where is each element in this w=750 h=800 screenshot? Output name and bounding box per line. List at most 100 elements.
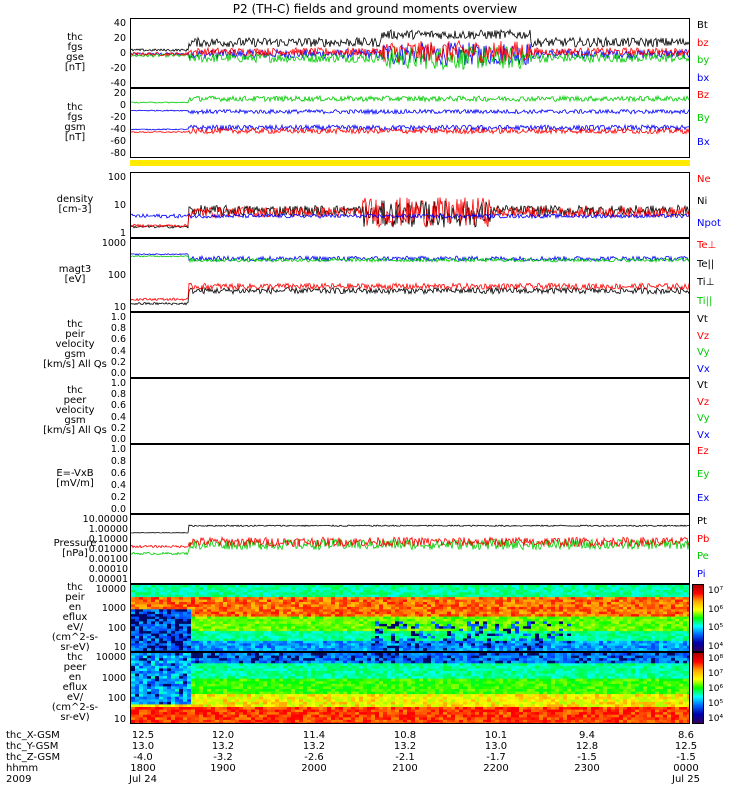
series-0000ff: [131, 123, 689, 132]
tick-label: 10.00000: [82, 514, 128, 525]
ylabel-line: peer: [63, 395, 87, 406]
x-value: 13.2: [302, 741, 326, 752]
tick-label: 10000: [95, 652, 126, 663]
legend-ne: Ne: [697, 174, 711, 185]
series-00cc00: [131, 538, 689, 556]
panel-pressure: [130, 514, 690, 584]
legend-bz: bz: [697, 37, 709, 49]
x-value: [471, 774, 521, 785]
tick-label: 0: [119, 48, 126, 59]
tick-label: 1.0: [110, 444, 126, 455]
x-value: -2.1: [395, 752, 415, 763]
x-row-label: thc_Y-GSM: [6, 741, 59, 752]
tick-label: 100: [107, 270, 126, 281]
x-value: -2.6: [304, 752, 324, 763]
x-value: 0000: [673, 763, 699, 774]
ylabel-line: fgs: [67, 112, 83, 123]
tick-label: 0.2: [110, 422, 126, 434]
tick-label: 0.01000: [88, 544, 128, 555]
series-0000ff: [131, 212, 689, 220]
ylabel-line: thc: [67, 385, 83, 396]
legend-vz: Vz: [697, 396, 710, 408]
ylabel-line: E=-VxB: [56, 468, 94, 479]
tick-label: -40: [110, 78, 126, 89]
legend-ti: Ti||: [697, 295, 713, 307]
colorbar: [692, 652, 704, 724]
tick-label: 0.4: [110, 345, 126, 357]
series-ff0000: [131, 197, 689, 229]
ylabel-line: sr-eV): [60, 642, 90, 653]
plot-fgs_gse: [131, 28, 689, 71]
legend-ex: Ex: [697, 492, 710, 504]
colorbar-label: 10⁶: [708, 604, 724, 615]
x-value: [380, 774, 430, 785]
tick-label: -40: [110, 124, 126, 135]
ylabel-line: velocity: [55, 405, 95, 416]
series-000000: [131, 286, 689, 306]
colorbar-label: 10⁷: [708, 586, 724, 596]
x-value: 2000: [301, 763, 327, 774]
tick-label: 10: [113, 714, 126, 725]
colorbar: [692, 584, 704, 652]
ylabel-line: gse: [66, 52, 84, 63]
tick-label: 10000: [95, 584, 126, 595]
tick-label: 0.0: [110, 434, 126, 445]
ylabel-line: [km/s] All Qs: [43, 425, 107, 436]
spectrogram-peer_eflux: [131, 653, 689, 723]
x-row-label: hhmm: [6, 763, 39, 774]
quality-flag-bar: [130, 160, 690, 166]
ylabel-line: thc: [67, 319, 83, 330]
x-value: -3.2: [213, 752, 233, 763]
x-value: 13.2: [211, 741, 235, 752]
x-value: 2100: [392, 763, 418, 774]
tick-label: 100: [107, 693, 126, 705]
colorbar-label: 10⁸: [708, 654, 724, 664]
tick-label: 1000: [101, 238, 126, 249]
panel-peer_vel: [130, 378, 690, 444]
colorbar-label: 10⁴: [708, 642, 724, 652]
x-value: [289, 774, 339, 785]
x-row-label: thc_Z-GSM: [6, 752, 61, 763]
tick-label: 0.00001: [88, 574, 128, 585]
tick-label: 20: [113, 33, 126, 44]
tick-label: 0.0: [110, 368, 126, 379]
legend-pe: Pe: [697, 551, 709, 562]
tick-label: 0.2: [110, 492, 126, 503]
panel-fgs_gse: [130, 18, 690, 88]
legend-vx: Vx: [697, 363, 710, 375]
tick-label: 1000: [101, 672, 126, 684]
legend-vt: Vt: [697, 380, 708, 391]
tick-label: 0.6: [110, 468, 126, 479]
plot-peer_vel: [131, 379, 690, 444]
legend-vy: Vy: [697, 413, 710, 424]
x-value: 12.5: [674, 741, 698, 752]
ylabel-line: gsm: [64, 349, 86, 360]
ylabel-line: sr-eV): [60, 712, 90, 723]
series-00cc00: [131, 45, 689, 71]
plot-pressure: [131, 524, 689, 556]
series-000000: [131, 28, 689, 52]
ylabel-line: [km/s] All Qs: [43, 359, 107, 370]
ylabel-line: [mV/m]: [56, 478, 94, 489]
legend-bt: Bt: [697, 20, 708, 31]
tick-label: 0.8: [110, 389, 126, 401]
colorbar-label: 10⁴: [708, 714, 724, 724]
ylabel-line: thc: [67, 102, 83, 113]
ylabel-density: density [cm-3]: [40, 195, 110, 215]
tick-label: -60: [110, 136, 126, 147]
x-row-labels: thc_X-GSM thc_Y-GSM thc_Z-GSM hhmm 2009: [6, 730, 60, 785]
x-value: 10.1: [484, 730, 508, 741]
ylabel-pressure: Pressure [nPa]: [40, 539, 110, 559]
x-value: 12.5: [131, 730, 155, 741]
ylabel-line: [nT]: [64, 62, 86, 73]
tick-label: -20: [110, 112, 126, 123]
panel-temp: [130, 238, 690, 312]
tick-label: 1: [119, 228, 126, 239]
x-value: 13.0: [484, 741, 508, 752]
x-value: 13.0: [131, 741, 155, 752]
panel-peir_eflux: [130, 584, 690, 652]
ylabel-line: thc: [67, 582, 83, 593]
tick-label: 0.00010: [88, 564, 128, 575]
tick-label: 0.4: [110, 480, 126, 491]
tick-label: 0: [119, 100, 126, 111]
